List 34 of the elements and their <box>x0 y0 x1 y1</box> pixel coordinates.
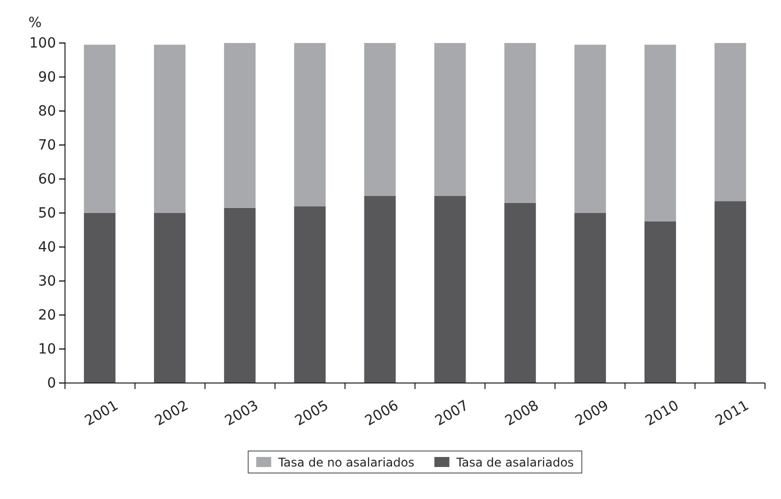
bar <box>644 222 676 383</box>
bar <box>434 43 466 196</box>
bar <box>504 202 536 383</box>
bar <box>364 43 396 196</box>
y-tick-label: 40 <box>38 239 56 256</box>
bar <box>714 201 746 383</box>
legend-label: Tasa de asalariados <box>455 456 574 470</box>
bar <box>364 196 396 383</box>
y-tick-label: 90 <box>38 69 56 86</box>
bar <box>434 196 466 383</box>
bar <box>84 44 116 213</box>
y-tick-label: 80 <box>38 103 56 120</box>
bar <box>224 43 256 208</box>
y-tick-label: 60 <box>38 171 56 188</box>
bar <box>714 43 746 202</box>
bar <box>84 213 116 383</box>
bar <box>294 43 326 206</box>
y-tick-label: 0 <box>47 375 56 392</box>
y-axis-title: % <box>28 15 42 31</box>
bar <box>154 44 186 213</box>
bar <box>574 44 606 213</box>
y-tick-label: 70 <box>38 137 56 154</box>
legend-label: Tasa de no asalariados <box>277 456 414 470</box>
y-tick-label: 30 <box>38 273 56 290</box>
y-tick-label: 100 <box>29 35 56 52</box>
y-tick-label: 20 <box>38 307 56 324</box>
y-tick-label: 10 <box>38 341 56 358</box>
bar <box>644 44 676 222</box>
bar <box>574 213 606 383</box>
y-tick-label: 50 <box>38 205 56 222</box>
bar <box>224 208 256 383</box>
bar <box>294 206 326 383</box>
bar <box>504 43 536 203</box>
bar <box>154 213 186 383</box>
